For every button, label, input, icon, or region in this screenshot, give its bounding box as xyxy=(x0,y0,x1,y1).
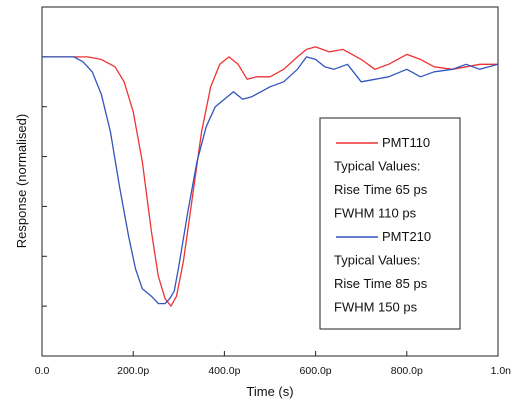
legend-note: Typical Values: xyxy=(334,159,420,174)
series-layer xyxy=(42,46,499,307)
y-axis-title: Response (normalised) xyxy=(14,114,29,248)
series-line-pmt210 xyxy=(42,56,499,305)
legend-note: FWHM 150 ps xyxy=(334,300,418,315)
x-axis-ticks: 0.0 200.0p 400.0p 600.0p 800.0p 1.0n xyxy=(35,351,511,377)
legend-note: Typical Values: xyxy=(334,253,420,268)
x-tick-label: 600.0p xyxy=(300,365,332,377)
legend-box xyxy=(319,117,461,330)
legend: PMT110 Typical Values: Rise Time 65 ps FWHM… xyxy=(319,117,461,330)
x-tick-label: 800.0p xyxy=(391,365,423,377)
legend-label: PMT210 xyxy=(382,229,431,244)
legend-note: Rise Time 65 ps xyxy=(334,182,428,197)
series-line-pmt110 xyxy=(42,46,498,307)
x-tick-label: 200.0p xyxy=(117,365,149,377)
x-tick-label: 400.0p xyxy=(208,365,240,377)
legend-label: PMT110 xyxy=(382,135,430,150)
x-axis-title: Time (s) xyxy=(246,384,293,399)
x-tick-label: 1.0n xyxy=(491,365,512,377)
legend-note: FWHM 110 ps xyxy=(334,206,417,221)
legend-note: Rise Time 85 ps xyxy=(334,276,428,291)
x-tick-label: 0.0 xyxy=(35,365,50,377)
